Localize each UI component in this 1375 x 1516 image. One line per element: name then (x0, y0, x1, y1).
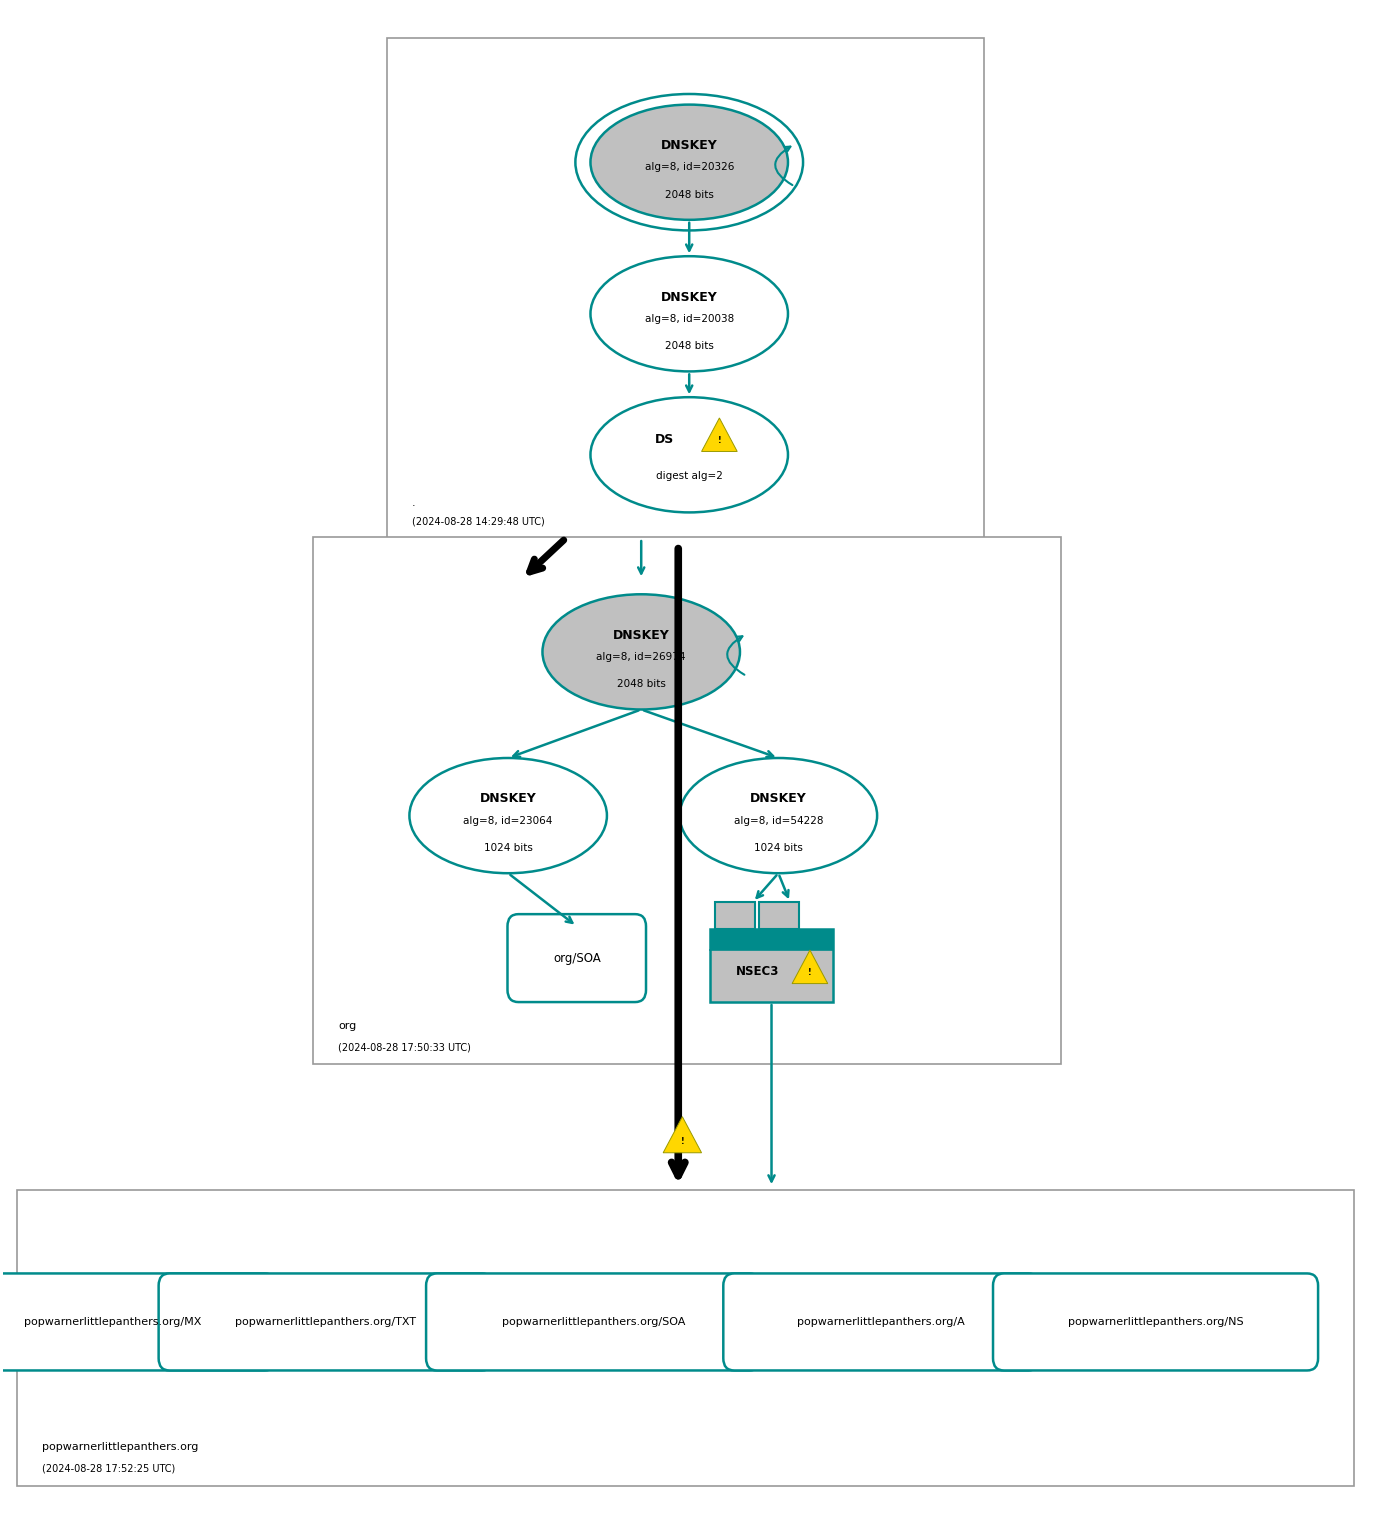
Polygon shape (701, 418, 737, 452)
Text: popwarnerlittlepanthers.org/NS: popwarnerlittlepanthers.org/NS (1068, 1317, 1243, 1326)
Bar (710, 929, 833, 1002)
Bar (715, 902, 755, 929)
Text: DNSKEY: DNSKEY (613, 629, 670, 641)
Text: DS: DS (654, 434, 674, 446)
Text: NSEC3: NSEC3 (736, 966, 780, 978)
Text: DNSKEY: DNSKEY (749, 793, 807, 805)
Polygon shape (792, 951, 828, 984)
Polygon shape (663, 1117, 701, 1152)
Text: !: ! (718, 437, 722, 446)
Text: DNSKEY: DNSKEY (661, 139, 718, 152)
Text: (2024-08-28 14:29:48 UTC): (2024-08-28 14:29:48 UTC) (412, 515, 544, 526)
Text: org: org (338, 1020, 356, 1031)
Text: popwarnerlittlepanthers.org/A: popwarnerlittlepanthers.org/A (798, 1317, 965, 1326)
Bar (16, 1190, 1354, 1486)
FancyBboxPatch shape (507, 914, 646, 1002)
Text: .: . (412, 497, 415, 508)
FancyBboxPatch shape (723, 1273, 1040, 1370)
Text: popwarnerlittlepanthers.org/TXT: popwarnerlittlepanthers.org/TXT (235, 1317, 417, 1326)
Ellipse shape (410, 758, 606, 873)
Text: popwarnerlittlepanthers.org/MX: popwarnerlittlepanthers.org/MX (25, 1317, 202, 1326)
Text: alg=8, id=54228: alg=8, id=54228 (734, 816, 824, 826)
Ellipse shape (590, 105, 788, 220)
Ellipse shape (679, 758, 877, 873)
Text: digest alg=2: digest alg=2 (656, 471, 723, 481)
Bar (388, 38, 984, 538)
Text: 2048 bits: 2048 bits (664, 190, 714, 200)
Ellipse shape (590, 397, 788, 512)
Ellipse shape (543, 594, 740, 709)
Text: alg=8, id=20326: alg=8, id=20326 (645, 162, 734, 173)
FancyBboxPatch shape (158, 1273, 492, 1370)
Ellipse shape (590, 256, 788, 371)
Text: 2048 bits: 2048 bits (664, 341, 714, 352)
Text: org/SOA: org/SOA (553, 952, 601, 964)
Text: alg=8, id=26974: alg=8, id=26974 (597, 652, 686, 662)
Text: popwarnerlittlepanthers.org/SOA: popwarnerlittlepanthers.org/SOA (502, 1317, 685, 1326)
Text: (2024-08-28 17:50:33 UTC): (2024-08-28 17:50:33 UTC) (338, 1041, 472, 1052)
Text: !: ! (681, 1137, 685, 1146)
FancyBboxPatch shape (993, 1273, 1319, 1370)
FancyBboxPatch shape (0, 1273, 276, 1370)
Text: popwarnerlittlepanthers.org: popwarnerlittlepanthers.org (41, 1442, 198, 1452)
Text: 1024 bits: 1024 bits (754, 843, 803, 854)
Text: alg=8, id=23064: alg=8, id=23064 (463, 816, 553, 826)
Text: 2048 bits: 2048 bits (617, 679, 666, 690)
Text: alg=8, id=20038: alg=8, id=20038 (645, 314, 734, 324)
Text: 1024 bits: 1024 bits (484, 843, 532, 854)
Bar (710, 929, 833, 949)
Text: DNSKEY: DNSKEY (661, 291, 718, 303)
Text: !: ! (808, 969, 811, 978)
Text: (2024-08-28 17:52:25 UTC): (2024-08-28 17:52:25 UTC) (41, 1463, 175, 1474)
Bar (314, 537, 1062, 1064)
Bar (759, 902, 799, 929)
FancyBboxPatch shape (426, 1273, 760, 1370)
Text: DNSKEY: DNSKEY (480, 793, 536, 805)
